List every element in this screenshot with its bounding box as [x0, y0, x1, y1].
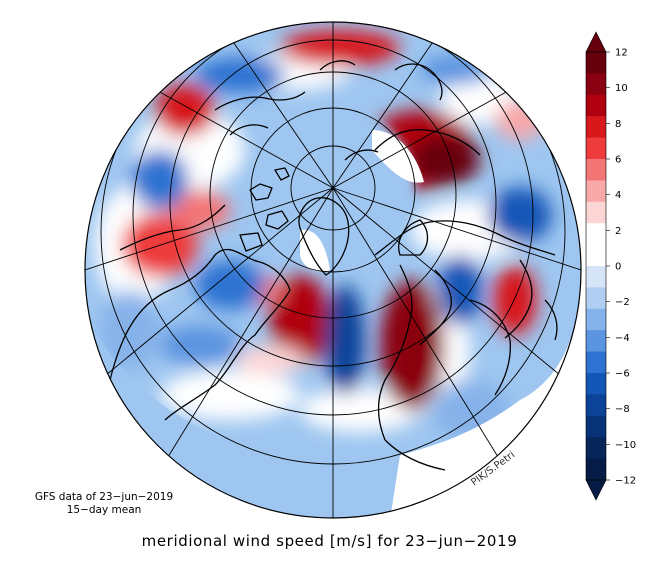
- colorbar-tick-label: 10: [615, 83, 628, 94]
- colorbar-tick-label: 12: [615, 48, 628, 59]
- colorbar-segment: [586, 415, 606, 438]
- colorbar-segment: [586, 223, 606, 245]
- polar-gap-greenland: [300, 229, 330, 272]
- colorbar-tick-label: −6: [615, 369, 630, 380]
- colorbar-segment: [586, 308, 606, 331]
- colorbar-segment: [586, 73, 606, 96]
- colorbar-segment: [586, 94, 606, 117]
- colorbar-tick-label: 4: [615, 190, 621, 201]
- polar-gap-ne: [372, 130, 424, 183]
- colorbar-tick-label: 6: [615, 155, 621, 166]
- colorbar-segment: [586, 330, 606, 352]
- colorbar-segment: [586, 244, 606, 267]
- colorbar-tick-label: −8: [615, 404, 630, 415]
- colorbar-segment: [586, 266, 606, 288]
- colorbar-tick-label: −10: [615, 440, 636, 451]
- source-line-2: 15−day mean: [66, 504, 142, 516]
- colorbar-segment: [586, 351, 606, 374]
- colorbar-segment: [586, 287, 606, 310]
- source-info: GFS data of 23−jun−2019 15−day mean: [14, 491, 194, 517]
- colorbar-segment: [586, 159, 606, 181]
- colorbar: 12 10 8 6 4 2 0 −2 −4 −6 −8 −10 −12: [585, 31, 636, 501]
- colorbar-segments: [586, 52, 606, 481]
- colorbar-segment: [586, 458, 606, 481]
- colorbar-segment: [586, 201, 606, 224]
- globe: [85, 22, 581, 518]
- colorbar-segment: [586, 52, 606, 74]
- globe-outline: [84, 21, 582, 519]
- colorbar-min-arrow: [585, 479, 607, 501]
- colorbar-segment: [586, 394, 606, 417]
- colorbar-ticks: 12 10 8 6 4 2 0 −2 −4 −6 −8 −10 −12: [606, 48, 636, 487]
- source-line-1: GFS data of 23−jun−2019: [34, 491, 174, 503]
- southern-band: [90, 330, 560, 470]
- colorbar-max-arrow: [585, 31, 607, 53]
- colorbar-segment: [586, 116, 606, 138]
- colorbar-segment: [586, 373, 606, 395]
- colorbar-tick-label: 2: [615, 226, 621, 237]
- colorbar-tick-label: −12: [615, 476, 636, 487]
- colorbar-tick-label: 0: [615, 262, 621, 273]
- colorbar-segment: [586, 137, 606, 160]
- colorbar-tick-label: −4: [615, 333, 630, 344]
- colorbar-segment: [586, 437, 606, 459]
- coastlines: [109, 60, 558, 471]
- figure-title: meridional wind speed [m/s] for 23−jun−2…: [141, 532, 518, 550]
- colorbar-segment: [586, 180, 606, 203]
- colorbar-tick-label: 8: [615, 119, 621, 130]
- colorbar-tick-label: −2: [615, 297, 630, 308]
